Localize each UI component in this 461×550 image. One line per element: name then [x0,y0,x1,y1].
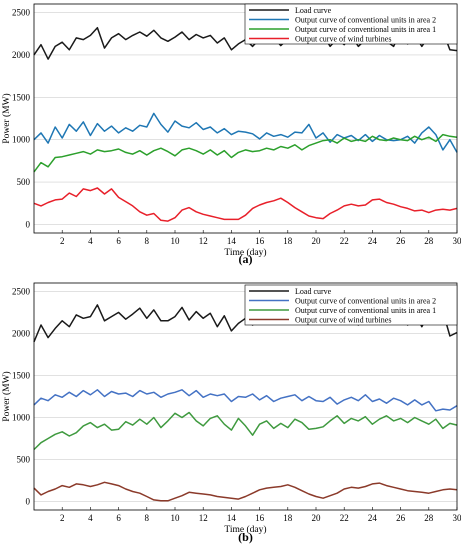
x-tick-label: 12 [199,513,208,523]
x-tick-label: 20 [312,513,322,523]
x-tick-label: 22 [340,236,349,246]
y-tick-label: 0 [26,497,31,507]
y-axis-label: Power (MW) [1,93,12,143]
series-line-a_area2 [33,112,458,153]
legend-entry: Output curve of wind turbines [295,35,391,44]
panel-label: (a) [239,252,253,266]
x-tick-label: 8 [145,513,150,523]
x-tick-label: 14 [227,236,237,246]
x-tick-label: 30 [453,236,461,246]
x-tick-label: 26 [396,513,406,523]
x-tick-label: 10 [171,236,181,246]
x-tick-label: 2 [60,236,65,246]
y-axis-label: Power (MW) [1,371,12,421]
y-tick-label: 2000 [12,50,31,60]
x-axis-label: Time (day) [224,524,266,535]
y-tick-label: 2000 [12,328,31,338]
x-tick-label: 18 [283,513,293,523]
x-tick-label: 16 [255,513,265,523]
y-tick-label: 500 [17,177,31,187]
x-tick-label: 28 [424,513,434,523]
legend-entry: Output curve of conventional units in ar… [295,16,436,25]
legend-entry: Output curve of conventional units in ar… [295,297,436,306]
x-tick-label: 6 [116,236,121,246]
legend-entry: Output curve of conventional units in ar… [295,306,436,315]
x-tick-label: 10 [171,513,181,523]
x-tick-label: 2 [60,513,65,523]
x-tick-label: 12 [199,236,208,246]
legend-entry: Output curve of wind turbines [295,316,391,325]
y-tick-label: 1500 [12,92,31,102]
series-line-b_area1 [33,411,458,451]
x-tick-label: 16 [255,236,265,246]
x-tick-label: 18 [283,236,293,246]
series-line-b_area2 [33,389,458,412]
y-tick-label: 500 [17,455,31,465]
series-line-a_area1 [33,133,458,173]
x-tick-label: 14 [227,513,237,523]
series-line-a_wind [33,187,458,222]
x-tick-label: 22 [340,513,349,523]
y-tick-label: 1000 [12,413,31,423]
legend-entry: Load curve [295,6,332,15]
legend-entry: Load curve [295,287,332,296]
y-tick-label: 0 [26,220,31,230]
x-tick-label: 4 [88,513,93,523]
y-tick-label: 2500 [12,286,31,296]
panel-label: (b) [238,530,253,544]
y-tick-label: 2500 [12,7,31,17]
x-axis-label: Time (day) [224,247,266,258]
y-tick-label: 1500 [12,370,31,380]
x-tick-label: 4 [88,236,93,246]
x-tick-label: 8 [145,236,150,246]
x-tick-label: 28 [424,236,434,246]
series-line-b_wind [33,481,458,502]
plot-frame [33,282,458,511]
y-tick-label: 1000 [12,135,31,145]
x-tick-label: 20 [312,236,322,246]
x-tick-label: 24 [368,236,378,246]
x-tick-label: 26 [396,236,406,246]
x-tick-label: 30 [453,513,461,523]
x-tick-label: 6 [116,513,121,523]
legend-entry: Output curve of conventional units in ar… [295,25,436,34]
x-tick-label: 24 [368,513,378,523]
